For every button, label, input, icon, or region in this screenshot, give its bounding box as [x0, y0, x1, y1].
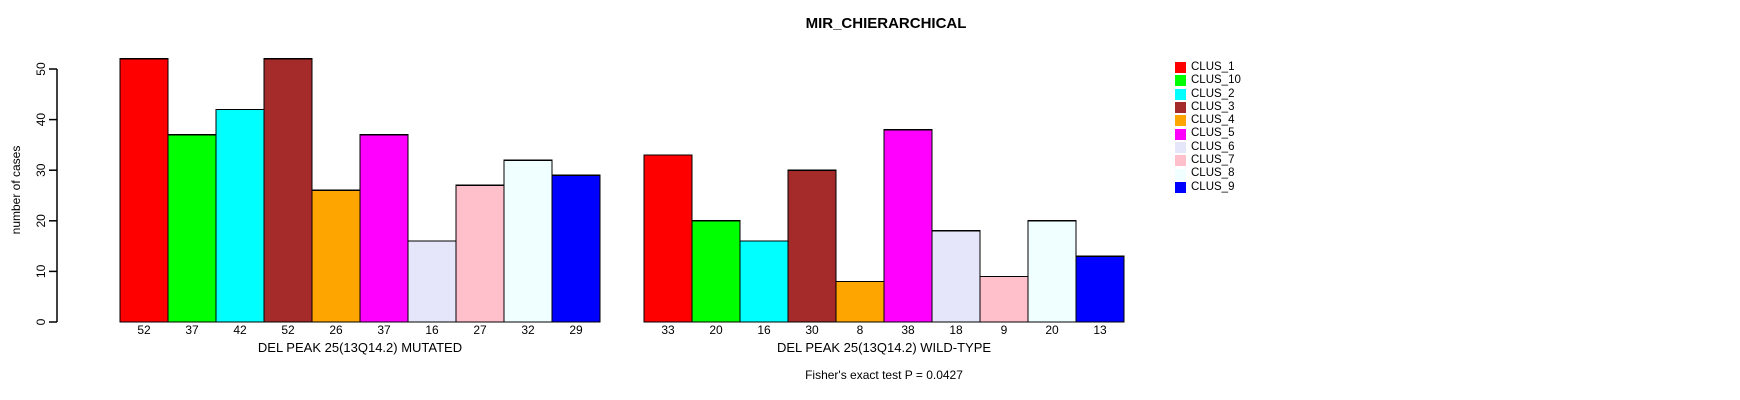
bar-value-label: 20 — [1045, 323, 1059, 337]
y-tick-label: 20 — [34, 214, 48, 228]
bar-value-label: 9 — [1001, 323, 1008, 337]
y-tick-label: 0 — [34, 318, 48, 325]
legend-label: CLUS_10 — [1191, 74, 1241, 87]
legend-item: CLUS_7 — [1175, 154, 1241, 167]
bar-clus_4 — [835, 280, 885, 323]
fisher-test-annotation: Fisher's exact test P = 0.0427 — [805, 368, 963, 382]
legend-swatch — [1175, 128, 1186, 140]
bar-value-label: 8 — [857, 323, 864, 337]
bar-value-label: 30 — [805, 323, 819, 337]
bar-value-label: 52 — [137, 323, 151, 337]
legend-swatch — [1175, 102, 1186, 114]
bar-value-label: 16 — [425, 323, 439, 337]
bar-value-label: 20 — [709, 323, 723, 337]
bar-clus_9 — [1075, 255, 1125, 323]
legend-label: CLUS_7 — [1191, 154, 1235, 167]
legend-swatch — [1175, 88, 1186, 100]
bar-value-label: 42 — [233, 323, 247, 337]
legend-swatch — [1175, 181, 1186, 193]
bar-value-label: 38 — [901, 323, 915, 337]
bar-clus_7 — [455, 184, 505, 323]
bar-value-label: 26 — [329, 323, 343, 337]
bar-clus_8 — [503, 159, 553, 323]
bar-clus_2 — [739, 240, 789, 323]
bar-value-label: 29 — [569, 323, 583, 337]
bar-clus_8 — [1027, 220, 1077, 323]
legend-label: CLUS_1 — [1191, 61, 1235, 73]
legend-label: CLUS_5 — [1191, 127, 1235, 140]
bar-value-label: 37 — [185, 323, 199, 337]
bar-clus_3 — [787, 169, 837, 323]
legend-item: CLUS_2 — [1175, 88, 1241, 101]
bar-value-label: 13 — [1093, 323, 1107, 337]
bar-value-label: 37 — [377, 323, 391, 337]
legend-swatch — [1175, 141, 1186, 153]
bar-clus_2 — [215, 108, 265, 323]
group-axis-label: DEL PEAK 25(13Q14.2) MUTATED — [258, 340, 462, 355]
legend-swatch — [1175, 75, 1186, 87]
y-tick-label: 30 — [34, 163, 48, 177]
group-axis-label: DEL PEAK 25(13Q14.2) WILD-TYPE — [777, 340, 991, 355]
legend-item: CLUS_6 — [1175, 141, 1241, 154]
legend-label: CLUS_3 — [1191, 100, 1235, 113]
legend-item: CLUS_5 — [1175, 127, 1241, 140]
bar-clus_9 — [551, 174, 601, 323]
y-tick-label: 10 — [34, 264, 48, 278]
legend-swatch — [1175, 155, 1186, 167]
bar-clus_7 — [979, 275, 1029, 323]
legend-item: CLUS_4 — [1175, 114, 1241, 127]
bar-clus_1 — [643, 154, 693, 323]
bar-clus_4 — [311, 189, 361, 323]
bar-clus_5 — [359, 134, 409, 323]
legend-swatch — [1175, 168, 1186, 180]
bar-value-label: 27 — [473, 323, 487, 337]
legend-label: CLUS_4 — [1191, 114, 1235, 127]
y-tick-label: 40 — [34, 113, 48, 127]
bar-value-label: 18 — [949, 323, 963, 337]
bar-clus_3 — [263, 58, 313, 323]
bar-value-label: 52 — [281, 323, 295, 337]
legend-item: CLUS_1 — [1175, 61, 1241, 74]
legend-label: CLUS_2 — [1191, 87, 1235, 100]
legend-swatch — [1175, 115, 1186, 127]
bar-clus_5 — [883, 129, 933, 323]
legend: CLUS_1 CLUS_10 CLUS_2 CLUS_3 CLUS_4 CLUS_5 CLU… — [1175, 61, 1241, 194]
legend-label: CLUS_9 — [1191, 180, 1235, 193]
legend-item: CLUS_3 — [1175, 101, 1241, 114]
bar-clus_6 — [407, 240, 457, 323]
bar-value-label: 32 — [521, 323, 535, 337]
bar-clus_6 — [931, 230, 981, 323]
chart-title: MIR_CHIERARCHICAL — [805, 15, 967, 32]
legend-label: CLUS_8 — [1191, 167, 1235, 180]
legend-swatch — [1175, 62, 1186, 74]
y-tick-label: 50 — [34, 62, 48, 76]
bar-value-label: 33 — [661, 323, 675, 337]
legend-item: CLUS_9 — [1175, 181, 1241, 194]
bar-clus_10 — [691, 220, 741, 323]
bar-clus_10 — [167, 134, 217, 323]
legend-label: CLUS_6 — [1191, 140, 1235, 153]
bar-value-label: 16 — [757, 323, 771, 337]
legend-item: CLUS_8 — [1175, 167, 1241, 180]
legend-item: CLUS_10 — [1175, 74, 1241, 87]
bar-clus_1 — [119, 58, 169, 323]
